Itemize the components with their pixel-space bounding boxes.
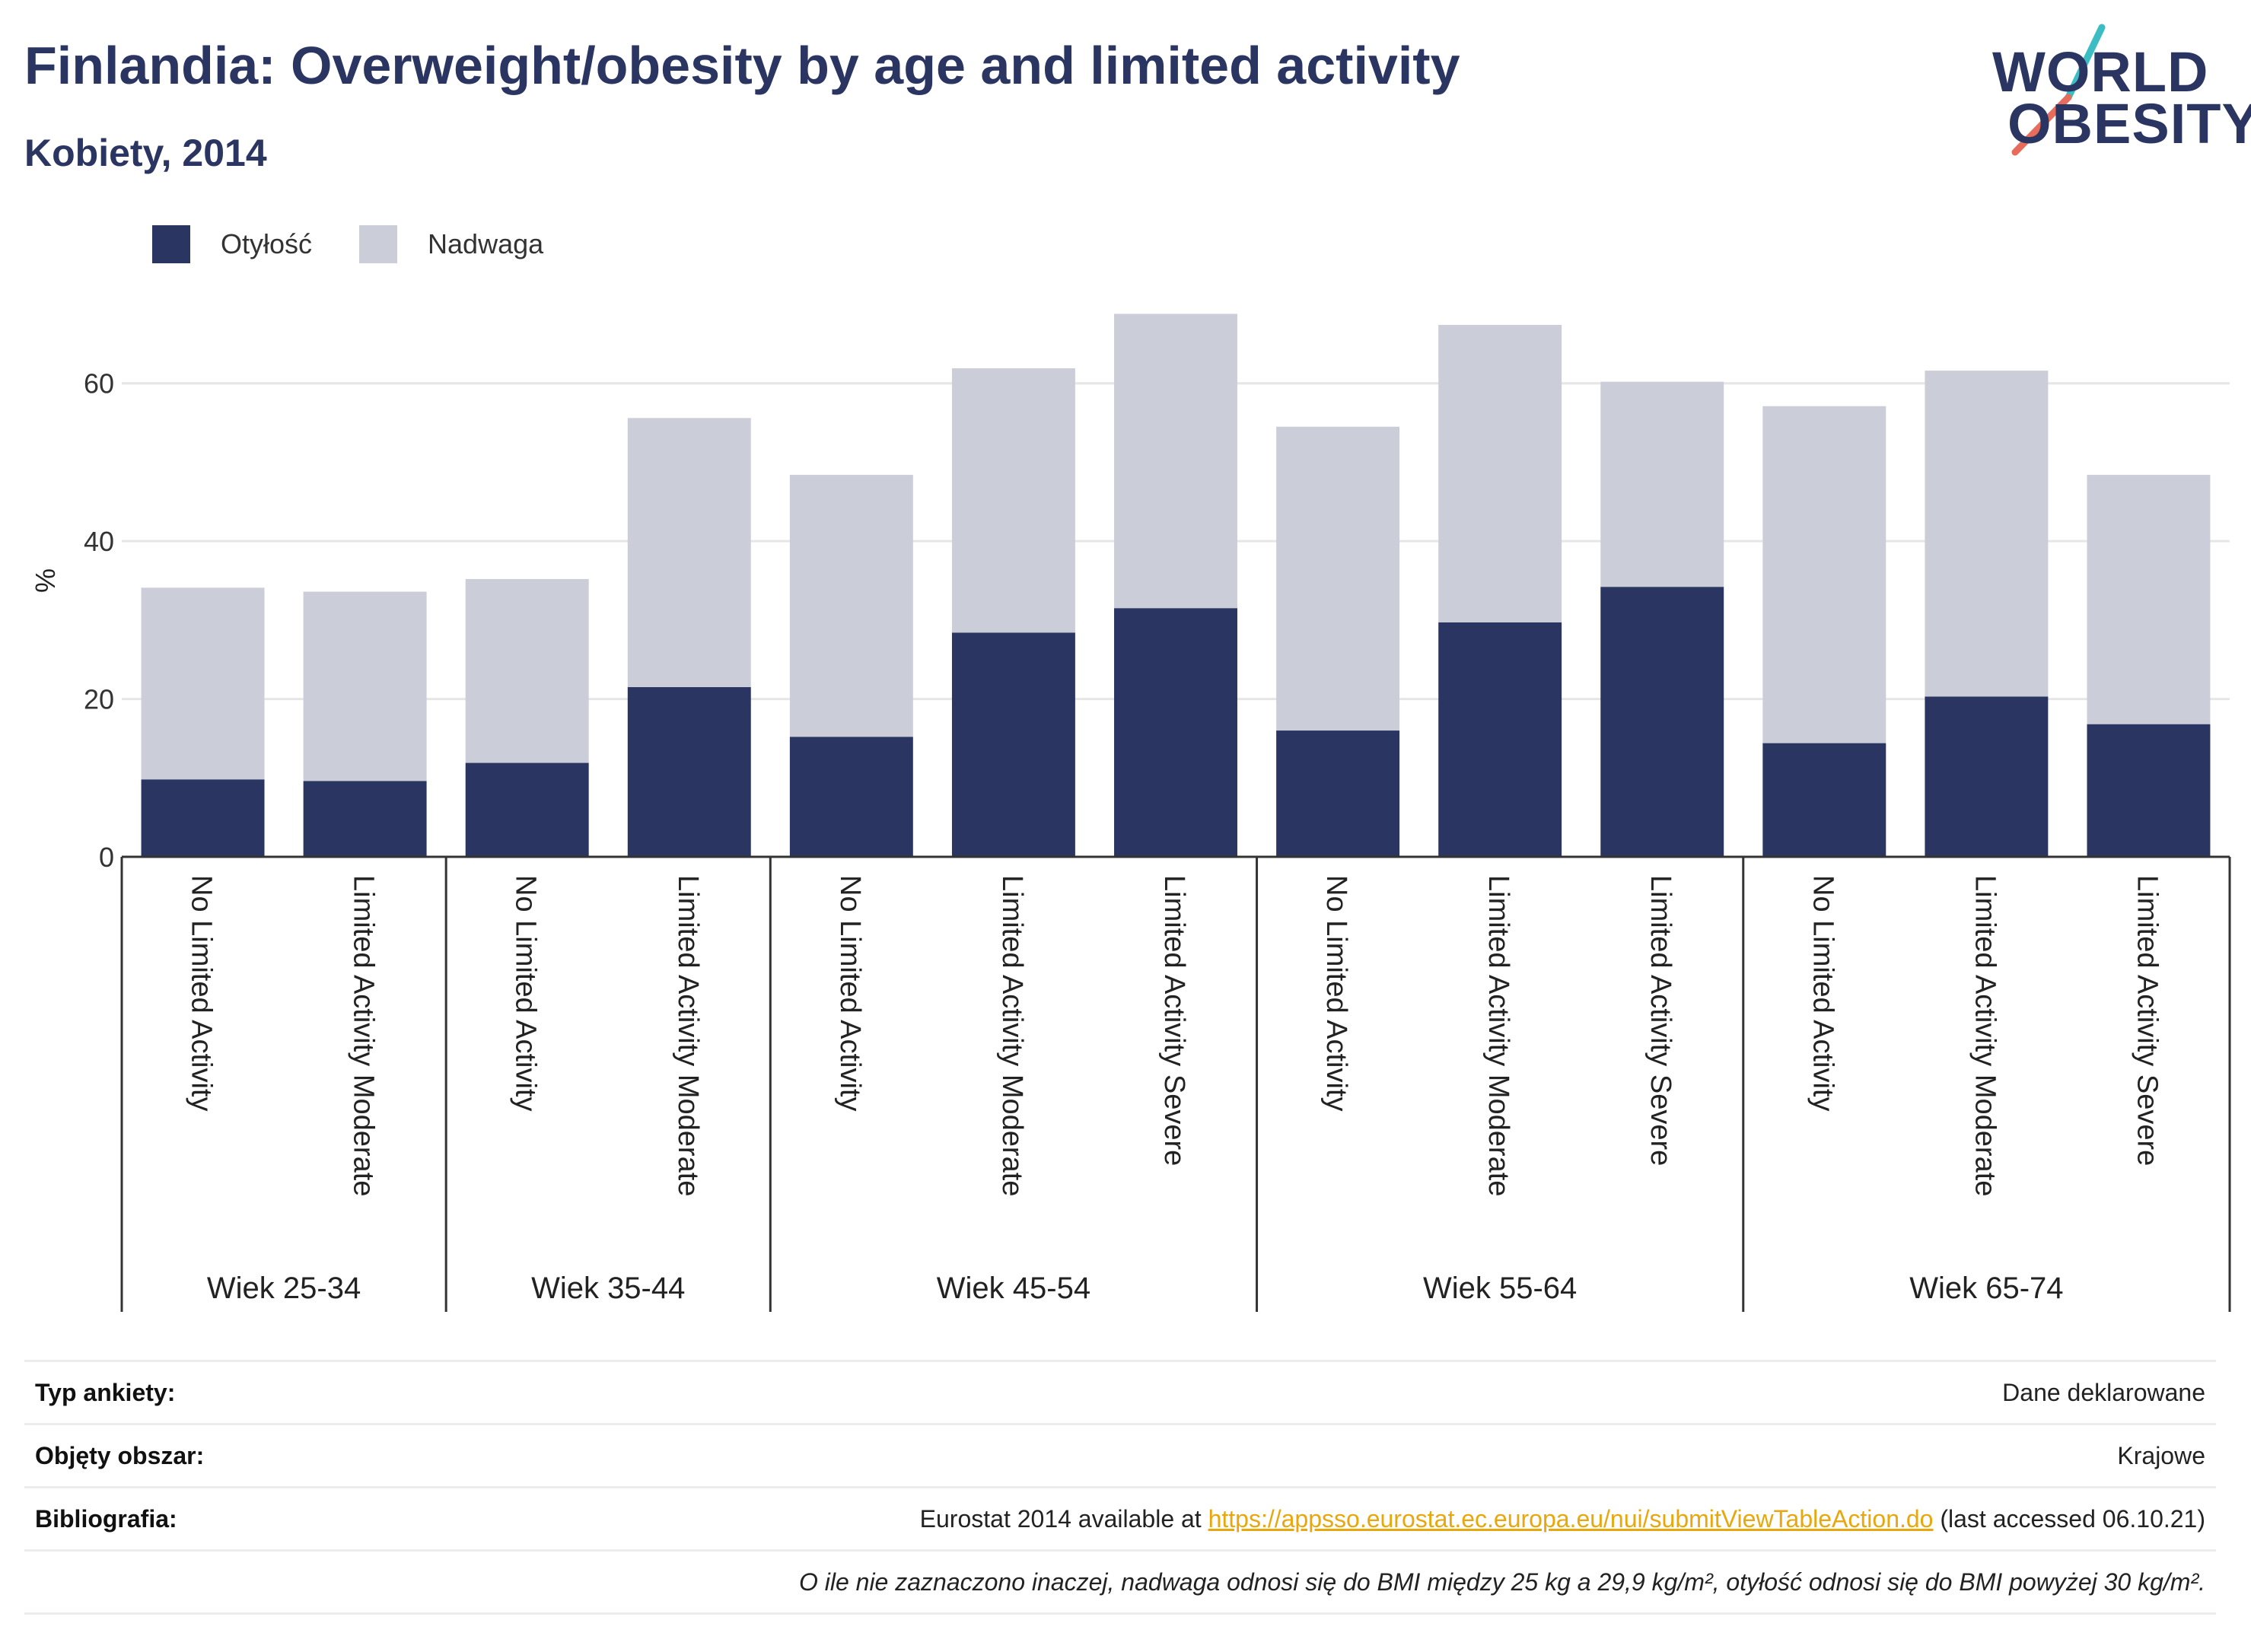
bar-overweight	[951, 368, 1075, 633]
bibliography-value: Eurostat 2014 available at https://appss…	[920, 1505, 2205, 1533]
bar-overweight	[789, 475, 913, 737]
survey-type-value: Dane deklarowane	[2002, 1378, 2205, 1406]
legend-swatch-overweight	[359, 225, 398, 263]
bar-obesity	[2087, 724, 2211, 857]
x-category-label: No Limited Activity	[1320, 875, 1352, 1111]
bar-overweight	[465, 578, 589, 763]
info-row-area: Objęty obszar: Krajowe	[24, 1425, 2216, 1488]
y-tick-label: 40	[84, 526, 114, 557]
legend-item-overweight[interactable]: Nadwaga	[359, 225, 543, 263]
chart-subtitle: Kobiety, 2014	[24, 132, 267, 174]
x-category-label: Limited Activity Moderate	[672, 875, 704, 1196]
x-category-label: Limited Activity Severe	[2131, 875, 2163, 1166]
x-category-label: Limited Activity Moderate	[348, 875, 380, 1196]
bar-chart: 0 20 40 60% No Limited Activity Limited Activ…	[30, 314, 2231, 1312]
legend-label-obesity: Otyłość	[221, 228, 313, 259]
x-group-label: Wiek 65-74	[1909, 1272, 2063, 1305]
bibliography-label: Bibliografia:	[35, 1504, 177, 1533]
bar-obesity	[1114, 608, 1237, 857]
logo-text-obesity: OBESITY	[2007, 92, 2251, 155]
info-row-bibliography: Bibliografia: Eurostat 2014 available at…	[24, 1488, 2216, 1552]
bars	[141, 314, 2211, 857]
bar-obesity	[789, 737, 913, 857]
bar-overweight	[1438, 324, 1562, 622]
x-group-label: Wiek 45-54	[937, 1272, 1090, 1305]
legend-item-obesity[interactable]: Otyłość	[152, 225, 312, 263]
x-category-label: Limited Activity Severe	[1158, 875, 1190, 1166]
x-category-label: Limited Activity Moderate	[1482, 875, 1514, 1196]
info-row-survey: Typ ankiety: Dane deklarowane	[24, 1362, 2216, 1425]
bar-obesity	[1438, 622, 1562, 857]
x-category-label: Limited Activity Moderate	[996, 875, 1028, 1196]
bar-obesity	[1925, 696, 2049, 857]
chart-title: Finlandia: Overweight/obesity by age and…	[24, 36, 1460, 95]
x-category-label: No Limited Activity	[834, 875, 866, 1111]
area-value: Krajowe	[2117, 1441, 2205, 1469]
bibliography-prefix: Eurostat 2014 available at	[919, 1504, 1202, 1533]
bar-obesity	[627, 687, 751, 857]
area-label: Objęty obszar:	[35, 1441, 205, 1469]
axis-labels: 0 20 40 60% No Limited Activity Limited Activ…	[30, 368, 2163, 1305]
x-category-label: Limited Activity Moderate	[1969, 875, 2001, 1196]
bar-overweight	[627, 418, 751, 688]
x-group-label: Wiek 35-44	[531, 1272, 685, 1305]
info-row-note: O ile nie zaznaczono inaczej, nadwaga od…	[24, 1552, 2216, 1615]
bar-obesity	[1600, 587, 1724, 857]
bar-obesity	[1762, 743, 1886, 857]
y-axis-label: %	[30, 568, 61, 593]
x-category-label: Limited Activity Severe	[1644, 875, 1676, 1166]
bar-overweight	[1276, 426, 1400, 731]
bibliography-link[interactable]: https://appsso.eurostat.ec.europa.eu/nui…	[1208, 1504, 1934, 1533]
survey-type-label: Typ ankiety:	[35, 1378, 176, 1406]
bar-overweight	[1114, 314, 1237, 609]
bar-obesity	[303, 781, 427, 857]
y-tick-label: 0	[99, 842, 114, 873]
bar-obesity	[141, 779, 265, 857]
x-category-label: No Limited Activity	[1807, 875, 1839, 1111]
bar-obesity	[1276, 731, 1400, 857]
bar-overweight	[1925, 371, 2049, 697]
y-tick-label: 20	[84, 684, 114, 715]
bar-overweight	[141, 587, 265, 780]
bar-obesity	[951, 632, 1075, 857]
x-category-label: No Limited Activity	[510, 875, 542, 1111]
logo-text-world: WORLD	[1992, 40, 2209, 103]
axes	[120, 855, 2231, 1312]
bar-overweight	[2087, 475, 2211, 724]
bar-obesity	[465, 762, 589, 857]
bar-overweight	[1762, 406, 1886, 743]
world-obesity-logo: WORLD OBESITY	[1971, 21, 2251, 166]
bmi-note: O ile nie zaznaczono inaczej, nadwaga od…	[798, 1568, 2205, 1596]
logo-slash-icon	[2011, 24, 2106, 156]
x-group-label: Wiek 55-64	[1423, 1272, 1577, 1305]
legend-label-overweight: Nadwaga	[428, 228, 544, 259]
chart-legend: Otyłość Nadwaga	[152, 225, 591, 263]
bar-overweight	[1600, 381, 1724, 587]
bibliography-suffix: (last accessed 06.10.21)	[1940, 1504, 2205, 1533]
bar-overweight	[303, 591, 427, 781]
x-group-label: Wiek 25-34	[207, 1272, 361, 1305]
legend-swatch-obesity	[152, 225, 190, 263]
y-tick-label: 60	[84, 368, 114, 399]
x-category-label: No Limited Activity	[186, 875, 218, 1111]
info-table: Typ ankiety: Dane deklarowane Objęty obs…	[24, 1360, 2216, 1615]
